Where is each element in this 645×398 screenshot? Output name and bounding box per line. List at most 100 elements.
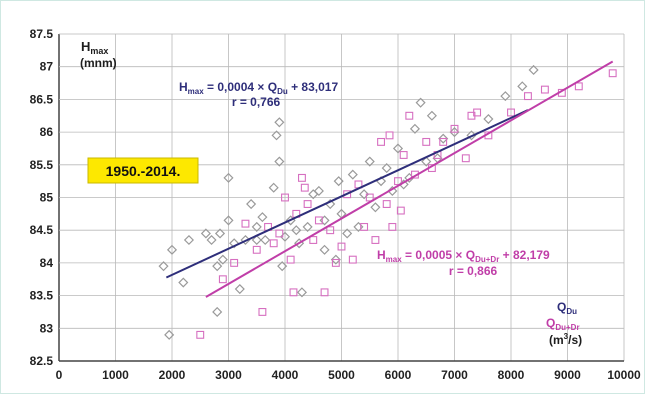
- data-point-diamond: [330, 254, 341, 265]
- data-point-diamond: [217, 254, 228, 265]
- regression-line-2: [205, 60, 614, 298]
- regression-2-mid: = 0,0005 × Q: [402, 248, 475, 262]
- data-point-square: [439, 137, 448, 146]
- data-point-diamond: [500, 91, 511, 102]
- data-point-square: [286, 255, 295, 264]
- x-axis-label-qdudr-main: Q: [546, 316, 555, 330]
- regression-1-h: H: [179, 80, 188, 94]
- data-point-square: [382, 200, 391, 208]
- data-point-square: [326, 226, 335, 235]
- y-tick-label: 83: [40, 321, 54, 335]
- data-point-square: [230, 258, 239, 267]
- data-point-square: [196, 330, 205, 339]
- period-badge: [87, 157, 199, 184]
- data-point-diamond: [319, 244, 330, 255]
- data-point-diamond: [409, 123, 420, 134]
- data-point-square: [320, 288, 329, 297]
- x-tick-label: 10000: [607, 368, 641, 382]
- y-tick-label: 84: [40, 256, 54, 270]
- data-point-diamond: [483, 113, 494, 125]
- data-point-diamond: [206, 234, 217, 246]
- data-point-square: [608, 69, 617, 78]
- data-point-diamond: [392, 143, 404, 154]
- data-point-diamond: [359, 189, 370, 200]
- data-point-square: [450, 124, 459, 133]
- data-point-square: [337, 242, 346, 251]
- data-point-diamond: [223, 172, 234, 183]
- x-tick-label: 6000: [385, 368, 412, 382]
- data-point-square: [331, 258, 340, 267]
- data-point-diamond: [528, 64, 539, 76]
- data-point-square: [309, 236, 318, 244]
- data-point-square: [289, 288, 298, 297]
- regression-lines: [165, 60, 614, 298]
- y-tick-label: 87: [40, 60, 54, 74]
- regression-1-q-sub: Du: [277, 87, 288, 96]
- y-tick-labels: 82.5 83 83.5 84 84.5 85 85.5 86 86.5 87 87.5: [30, 27, 54, 368]
- regression-2-h-sub: max: [386, 255, 403, 264]
- data-point-diamond: [246, 198, 257, 210]
- data-point-diamond: [296, 287, 307, 298]
- x-axis-label-qdudr-sub: Du+Dr: [555, 323, 579, 332]
- data-point-diamond: [251, 234, 262, 246]
- x-tick-label: 9000: [554, 368, 581, 382]
- x-tick-label: 5000: [328, 368, 355, 382]
- data-point-diamond: [364, 156, 375, 167]
- data-point-diamond: [268, 182, 279, 193]
- data-point-square: [348, 255, 357, 264]
- data-point-diamond: [277, 261, 288, 272]
- data-point-square: [241, 219, 250, 228]
- y-axis-label: Hmax: [81, 39, 108, 56]
- data-point-diamond: [279, 231, 291, 242]
- data-point-square: [314, 216, 323, 225]
- y-tick-label: 82.5: [30, 354, 54, 368]
- data-point-diamond: [212, 261, 223, 272]
- data-point-square: [371, 236, 380, 244]
- x-tick-label: 3000: [215, 368, 242, 382]
- regression-2-q-sub: Du+Dr: [475, 255, 499, 264]
- regression-1-r: r = 0,766: [232, 95, 281, 109]
- regression-2-h: H: [377, 248, 386, 262]
- data-point-square: [377, 137, 385, 146]
- data-point-diamond: [347, 169, 358, 180]
- y-tick-label: 84.5: [30, 223, 54, 237]
- x-tick-label: 0: [56, 368, 63, 382]
- data-point-diamond: [257, 212, 268, 223]
- data-point-square: [523, 92, 532, 101]
- y-axis-label-sub: max: [90, 46, 108, 56]
- regression-line-1: [165, 109, 529, 279]
- data-point-square: [360, 222, 369, 231]
- regression-1-equation: Hmax = 0,0004 × QDu + 83,017: [179, 80, 338, 96]
- data-point-diamond: [415, 97, 426, 108]
- x-axis-unit-sup: 3: [564, 332, 569, 341]
- period-label: 1950.-2014.: [106, 163, 181, 179]
- data-point-square: [394, 177, 402, 186]
- data-point-diamond: [274, 117, 285, 128]
- data-point-diamond: [381, 163, 392, 174]
- data-point-square: [473, 108, 482, 117]
- regression-2-end: + 82,179: [499, 248, 550, 262]
- data-point-diamond: [342, 228, 353, 239]
- x-tick-label: 2000: [159, 368, 186, 382]
- data-point-square: [275, 229, 284, 238]
- data-point-diamond: [178, 277, 189, 288]
- data-point-square: [574, 82, 583, 91]
- data-point-diamond: [234, 284, 245, 295]
- data-point-square: [396, 206, 405, 215]
- data-point-diamond: [449, 127, 460, 138]
- regression-1-end: + 83,017: [288, 80, 339, 94]
- data-point-square: [540, 85, 549, 94]
- data-points: [158, 64, 617, 340]
- data-point-square: [303, 200, 312, 208]
- y-tick-label: 86: [40, 125, 54, 139]
- x-axis-label-qdudr: QDu+Dr: [546, 316, 580, 332]
- data-point-diamond: [370, 202, 381, 213]
- data-point-diamond: [313, 185, 324, 197]
- data-point-diamond: [200, 228, 211, 239]
- data-point-diamond: [291, 225, 302, 236]
- data-point-square: [405, 111, 414, 120]
- data-point-diamond: [438, 133, 449, 144]
- x-tick-label: 8000: [498, 368, 525, 382]
- data-point-diamond: [274, 156, 285, 167]
